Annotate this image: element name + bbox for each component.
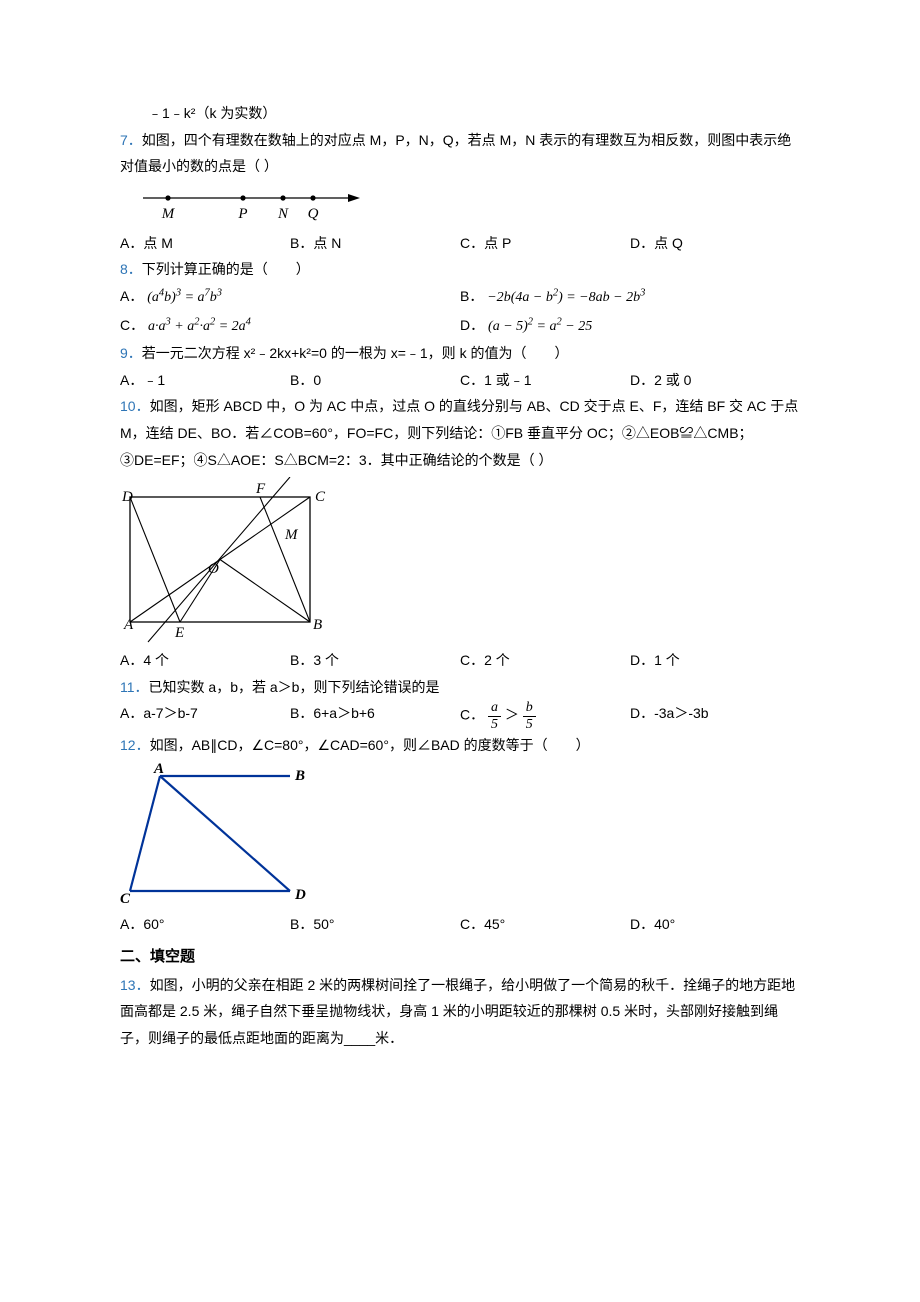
q12-opt-c[interactable]: C．45°: [460, 911, 630, 938]
q8-b-label: B．: [460, 288, 483, 304]
q11-opt-a[interactable]: A．a-7＞b-7: [120, 700, 290, 732]
svg-text:Q: Q: [308, 206, 319, 222]
q13-stem: 13．如图，小明的父亲在相距 2 米的两棵树间拴了一根绳子，给小明做了一个简易的…: [120, 972, 800, 1052]
q9-stem: 9．若一元二次方程 x²﹣2kx+k²=0 的一根为 x=﹣1，则 k 的值为（…: [120, 340, 800, 367]
q10-opt-b[interactable]: B．3 个: [290, 647, 460, 674]
q12-opt-b[interactable]: B．50°: [290, 911, 460, 938]
q12-opt-d[interactable]: D．40°: [630, 911, 800, 938]
q10-figure: A B C D E F O M: [120, 477, 800, 645]
q12-number: 12．: [120, 737, 150, 753]
q12-options: A．60° B．50° C．45° D．40°: [120, 911, 800, 938]
q7-stem: 7．如图，四个有理数在数轴上的对应点 M，P，N，Q，若点 M，N 表示的有理数…: [120, 127, 800, 180]
q12-opt-a[interactable]: A．60°: [120, 911, 290, 938]
q12-stem: 12．如图，AB∥CD，∠C=80°，∠CAD=60°，则∠BAD 的度数等于（…: [120, 732, 800, 759]
q9-opt-d[interactable]: D．2 或 0: [630, 367, 800, 394]
q8-number: 8．: [120, 261, 142, 277]
svg-text:B: B: [294, 768, 305, 784]
q11-options: A．a-7＞b-7 B．6+a＞b+6 C． a5 ＞ b5 D．-3a＞-3b: [120, 700, 800, 732]
q7-numberline: M P N Q: [138, 186, 800, 228]
q11-number: 11．: [120, 679, 149, 695]
q8-text: 下列计算正确的是（ ）: [142, 261, 310, 277]
q9-text: 若一元二次方程 x²﹣2kx+k²=0 的一根为 x=﹣1，则 k 的值为（ ）: [142, 345, 569, 361]
q8-opt-c[interactable]: C． a·a3 + a2·a2 = 2a4: [120, 312, 460, 341]
q10-opt-d[interactable]: D．1 个: [630, 647, 800, 674]
q8-a-math: (a4b)3 = a7b3: [147, 290, 222, 305]
q8-d-label: D．: [460, 317, 484, 333]
q10-opt-a[interactable]: A．4 个: [120, 647, 290, 674]
q7-text: 如图，四个有理数在数轴上的对应点 M，P，N，Q，若点 M，N 表示的有理数互为…: [120, 132, 791, 175]
svg-text:M: M: [161, 206, 176, 222]
q7-opt-a[interactable]: A．点 M: [120, 230, 290, 257]
q9-opt-a[interactable]: A．﹣1: [120, 367, 290, 394]
line-prev: ﹣1﹣k²（k 为实数）: [120, 100, 800, 127]
q9-opt-b[interactable]: B．0: [290, 367, 460, 394]
svg-text:P: P: [237, 206, 247, 222]
svg-text:M: M: [284, 527, 299, 543]
q7-number: 7．: [120, 132, 142, 148]
q8-stem: 8．下列计算正确的是（ ）: [120, 256, 800, 283]
q10-opt-c[interactable]: C．2 个: [460, 647, 630, 674]
q7-opt-b[interactable]: B．点 N: [290, 230, 460, 257]
q10-options: A．4 个 B．3 个 C．2 个 D．1 个: [120, 647, 800, 674]
svg-text:E: E: [174, 625, 184, 641]
q8-a-label: A．: [120, 288, 143, 304]
section-2-title: 二、填空题: [120, 943, 800, 972]
q13-number: 13．: [120, 977, 150, 993]
q8-opt-b[interactable]: B． −2b(4a − b2) = −8ab − 2b3: [460, 283, 800, 312]
svg-text:B: B: [313, 617, 322, 633]
q7-opt-d[interactable]: D．点 Q: [630, 230, 800, 257]
q8-options: A． (a4b)3 = a7b3 B． −2b(4a − b2) = −8ab …: [120, 283, 800, 340]
q8-d-math: (a − 5)2 = a2 − 25: [488, 319, 592, 334]
q10-number: 10．: [120, 398, 150, 414]
q7-options: A．点 M B．点 N C．点 P D．点 Q: [120, 230, 800, 257]
q11-opt-b[interactable]: B．6+a＞b+6: [290, 700, 460, 732]
q11-stem: 11．已知实数 a，b，若 a＞b，则下列结论错误的是: [120, 674, 800, 701]
q8-opt-a[interactable]: A． (a4b)3 = a7b3: [120, 283, 460, 312]
q9-opt-c[interactable]: C．1 或﹣1: [460, 367, 630, 394]
q11-c-frac-a: a5: [488, 700, 501, 732]
q11-c-frac-b: b5: [523, 700, 536, 732]
svg-text:D: D: [121, 489, 133, 505]
q11-opt-c[interactable]: C． a5 ＞ b5: [460, 700, 630, 732]
q11-text: 已知实数 a，b，若 a＞b，则下列结论错误的是: [149, 679, 440, 695]
svg-text:N: N: [277, 206, 289, 222]
q12-figure: A B C D: [120, 761, 800, 909]
q9-number: 9．: [120, 345, 142, 361]
q7-opt-c[interactable]: C．点 P: [460, 230, 630, 257]
svg-text:F: F: [255, 481, 266, 497]
q13-text: 如图，小明的父亲在相距 2 米的两棵树间拴了一根绳子，给小明做了一个简易的秋千．…: [120, 977, 795, 1046]
q8-opt-d[interactable]: D． (a − 5)2 = a2 − 25: [460, 312, 800, 341]
svg-text:D: D: [294, 887, 306, 903]
svg-text:A: A: [153, 761, 164, 777]
q8-c-math: a·a3 + a2·a2 = 2a4: [148, 319, 251, 334]
svg-text:C: C: [315, 489, 326, 505]
q9-options: A．﹣1 B．0 C．1 或﹣1 D．2 或 0: [120, 367, 800, 394]
svg-text:O: O: [208, 561, 219, 577]
q11-c-label: C．: [460, 707, 484, 723]
q11-c-gt: ＞: [505, 707, 519, 723]
q10-text: 如图，矩形 ABCD 中，O 为 AC 中点，过点 O 的直线分别与 AB、CD…: [120, 398, 798, 467]
q10-stem: 10．如图，矩形 ABCD 中，O 为 AC 中点，过点 O 的直线分别与 AB…: [120, 393, 800, 473]
q11-opt-d[interactable]: D．-3a＞-3b: [630, 700, 800, 732]
q8-c-label: C．: [120, 317, 144, 333]
svg-text:C: C: [120, 891, 131, 907]
q8-b-math: −2b(4a − b2) = −8ab − 2b3: [487, 290, 645, 305]
q12-text: 如图，AB∥CD，∠C=80°，∠CAD=60°，则∠BAD 的度数等于（ ）: [150, 737, 590, 753]
svg-text:A: A: [123, 617, 134, 633]
